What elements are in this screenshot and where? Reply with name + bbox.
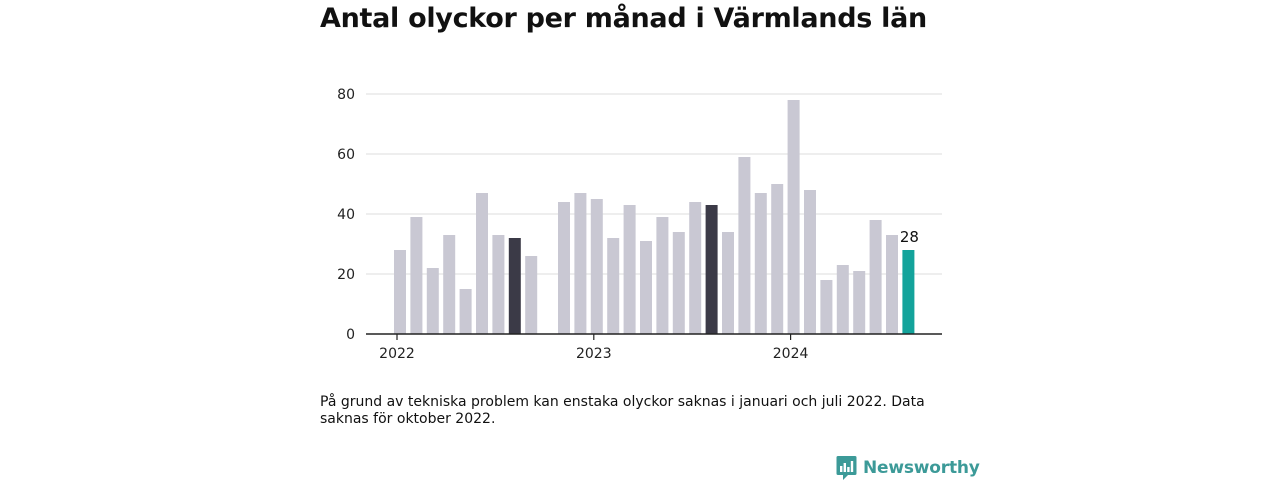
- bar-2022-09: [525, 256, 538, 334]
- y-axis-ticks: 0 20 40 60 80: [337, 87, 355, 343]
- bar-2023-02: [607, 238, 620, 334]
- brand-name: Newsworthy: [863, 458, 980, 478]
- bar-2022-04: [443, 235, 456, 334]
- bar-2022-12: [574, 193, 587, 334]
- bar-2023-01: [590, 199, 603, 334]
- data-label-2024-08: 28: [900, 228, 919, 246]
- bar-2023-08: [705, 205, 718, 334]
- bar-2024-01: [787, 100, 800, 334]
- newsworthy-logo[interactable]: Newsworthy: [836, 455, 980, 481]
- y-tick-label: 20: [337, 267, 355, 283]
- chart-title: Antal olyckor per månad i Värmlands län: [320, 3, 927, 34]
- bar-2023-07: [689, 202, 702, 334]
- bar-2023-05: [656, 217, 669, 334]
- bar-2023-11: [754, 193, 767, 334]
- bars: [394, 100, 915, 334]
- x-axis-ticks: 2022 2023 2024: [379, 334, 809, 362]
- bar-2023-10: [738, 157, 751, 334]
- bar-2024-06: [869, 220, 882, 334]
- bar-2024-02: [804, 190, 816, 334]
- x-tick-label: 2022: [379, 346, 415, 362]
- bar-2022-01: [394, 250, 406, 334]
- data-labels: 28: [900, 228, 919, 246]
- bar-2023-06: [672, 232, 685, 334]
- newsworthy-logo-icon: [836, 456, 857, 480]
- bar-2022-08: [508, 238, 521, 334]
- y-tick-label: 80: [337, 87, 355, 103]
- x-tick-label: 2024: [773, 346, 809, 362]
- bar-2024-05: [853, 271, 866, 334]
- bar-2024-04: [836, 265, 849, 334]
- bar-2022-11: [558, 202, 570, 334]
- bar-2023-04: [640, 241, 652, 334]
- footnote: På grund av tekniska problem kan enstaka…: [320, 394, 925, 427]
- bar-2024-07: [886, 235, 898, 334]
- bar-2023-12: [771, 184, 784, 334]
- y-tick-label: 40: [337, 207, 355, 223]
- bar-2022-05: [459, 289, 472, 334]
- bar-2023-03: [623, 205, 636, 334]
- bar-2022-02: [410, 217, 423, 334]
- y-tick-label: 60: [337, 147, 355, 163]
- bar-2023-09: [722, 232, 734, 334]
- x-tick-label: 2023: [576, 346, 612, 362]
- bar-2022-06: [476, 193, 488, 334]
- bar-2022-03: [426, 268, 439, 334]
- bar-2024-03: [820, 280, 833, 334]
- bar-2022-07: [492, 235, 505, 334]
- y-tick-label: 0: [346, 327, 355, 343]
- bar-2024-08: [902, 250, 915, 334]
